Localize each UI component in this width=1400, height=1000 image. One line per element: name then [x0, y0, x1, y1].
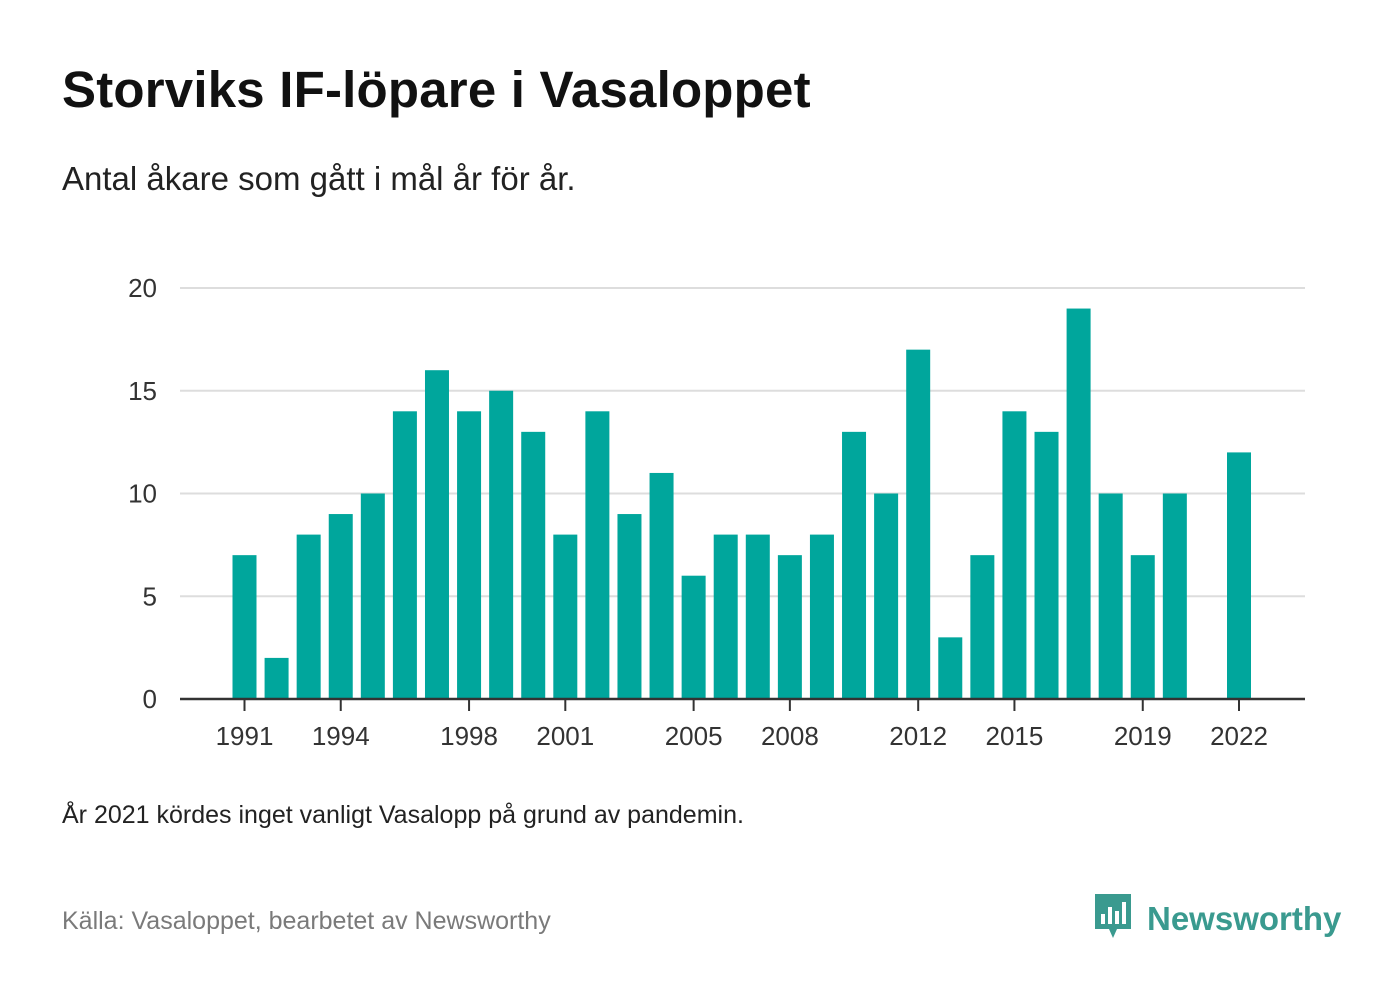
bar-2009 [809, 534, 834, 699]
x-tick-label: 2008 [761, 721, 819, 751]
brand-logo[interactable]: Newsworthy [1093, 892, 1341, 945]
y-axis-ticks: 0 5 10 15 20 [128, 273, 157, 714]
bar-1998 [457, 411, 482, 699]
bar-2012 [906, 349, 931, 699]
x-tick-label: 2022 [1210, 721, 1268, 751]
bar-2003 [617, 514, 642, 699]
y-tick-label: 10 [128, 479, 157, 509]
x-tick-label: 1998 [440, 721, 498, 751]
y-tick-label: 20 [128, 273, 157, 303]
bar-1996 [392, 411, 417, 699]
y-tick-label: 15 [128, 376, 157, 406]
x-tick-label: 2019 [1114, 721, 1172, 751]
bar-2008 [777, 555, 802, 699]
bar-2019 [1130, 555, 1155, 699]
bar-2001 [553, 534, 578, 699]
x-tick-label: 2012 [889, 721, 947, 751]
bar-2004 [649, 472, 674, 699]
y-tick-label: 5 [143, 581, 157, 611]
bar-2013 [938, 637, 963, 699]
x-tick-label: 2005 [665, 721, 723, 751]
bar-2011 [874, 493, 899, 699]
x-tick-label: 1991 [216, 721, 274, 751]
x-tick-label: 2015 [986, 721, 1044, 751]
bar-1993 [296, 534, 321, 699]
bar-2020 [1162, 493, 1187, 699]
bar-2017 [1066, 308, 1091, 699]
bar-2000 [521, 431, 546, 699]
bar-1994 [328, 514, 353, 699]
chart-subtitle: Antal åkare som gått i mål år för år. [62, 160, 576, 197]
x-axis-ticks: 1991 1994 1998 2001 2005 2008 2012 2015 2019 2022 [216, 699, 1268, 751]
bar-1997 [424, 370, 449, 699]
bar-2016 [1034, 431, 1059, 699]
chart-note: År 2021 kördes inget vanligt Vasalopp på… [62, 801, 744, 829]
bar-2022 [1227, 452, 1251, 699]
bar-2006 [713, 534, 738, 699]
bar-2010 [842, 431, 867, 699]
bar-2015 [1002, 411, 1027, 699]
bar-2002 [585, 411, 610, 699]
chart-title: Storviks IF-löpare i Vasaloppet [62, 61, 811, 118]
bar-2018 [1098, 493, 1123, 699]
bar-1999 [489, 390, 514, 699]
bars [232, 308, 1251, 699]
bar-1995 [360, 493, 385, 699]
x-tick-label: 1994 [312, 721, 370, 751]
bar-1991 [232, 555, 257, 699]
newsworthy-logo-icon [1093, 892, 1133, 945]
bar-chart: 0 5 10 15 20 1991 1994 1998 2001 2005 2008 2012 201… [128, 273, 1305, 751]
source-credit: Källa: Vasaloppet, bearbetet av Newswort… [62, 907, 551, 935]
bar-2005 [681, 575, 706, 699]
bar-2014 [970, 555, 995, 699]
brand-name: Newsworthy [1147, 899, 1342, 937]
bar-1992 [264, 657, 289, 699]
bar-2007 [745, 534, 770, 699]
y-tick-label: 0 [143, 684, 157, 714]
x-tick-label: 2001 [536, 721, 594, 751]
